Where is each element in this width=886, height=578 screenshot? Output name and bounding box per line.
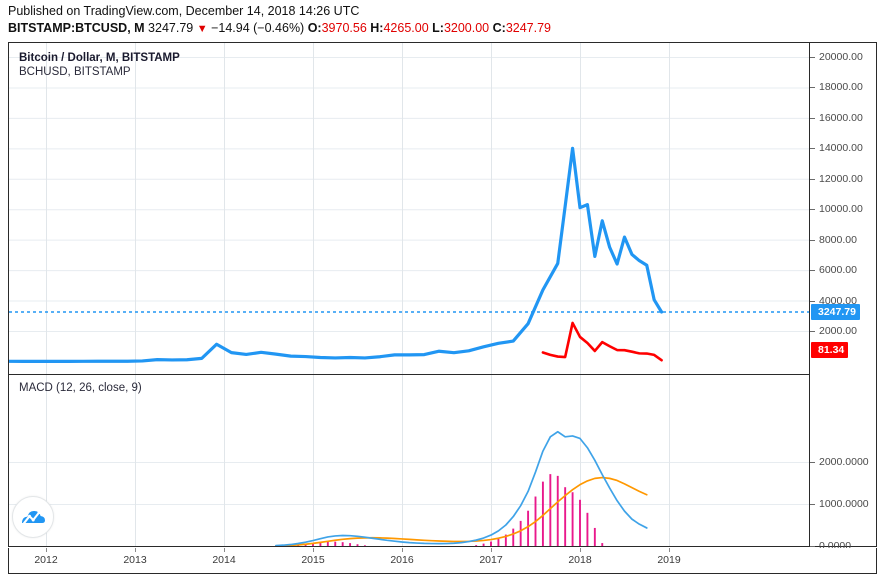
change-value: −14.94 (−0.46%) — [211, 21, 305, 35]
price-tick-10000.00-mark — [810, 209, 815, 211]
last-price: 3247.79 — [148, 21, 194, 35]
time-tick-2017 — [491, 548, 492, 552]
price-tick-20000.00: 20000.00 — [819, 51, 863, 63]
price-scale[interactable]: 2000.00 4000.00 6000.00 8000.00 10000.00 1200… — [810, 43, 876, 552]
low-label: L: — [432, 21, 444, 35]
price-tick-6000.00-mark — [810, 270, 815, 272]
pane-separator — [9, 374, 876, 375]
close-value: 3247.79 — [505, 21, 552, 35]
macd-pane[interactable]: MACD (12, 26, close, 9) — [9, 375, 809, 546]
price-tick-18000.00: 18000.00 — [819, 81, 863, 94]
price-plot — [9, 43, 809, 374]
price-tick-2000.00-mark — [810, 331, 815, 332]
macd-tick-2000.0000: 2000.0000 — [819, 456, 869, 468]
macd-tick-1000.0000: 1000.0000 — [819, 498, 869, 510]
close-label: C: — [492, 21, 506, 35]
price-tick-6000.00: 6000.00 — [819, 264, 857, 277]
time-label-2015: 2015 — [301, 554, 325, 566]
price-tick-14000.00: 14000.00 — [819, 142, 863, 155]
price-tick-4000.00-mark — [810, 300, 815, 302]
price-tick-12000.00: 12000.00 — [819, 172, 863, 185]
time-axis[interactable]: 2012 2013 2014 2015 2016 2017 2018 2019 — [8, 548, 877, 574]
macd-plot — [9, 375, 809, 546]
time-tick-2016 — [402, 548, 403, 552]
price-tick-20000.00-mark — [810, 57, 815, 58]
header: Published on TradingView.com, December 1… — [8, 4, 878, 37]
macd-tick-1000.0000-mark — [810, 504, 815, 505]
price-pane[interactable]: Bitcoin / Dollar, M, BITSTAMP BCHUSD, BI… — [9, 43, 809, 374]
time-tick-2012 — [46, 548, 47, 552]
logo-glyph — [22, 510, 45, 525]
time-label-2019: 2019 — [657, 554, 681, 566]
time-tick-2015 — [313, 548, 314, 552]
high-label: H: — [370, 21, 384, 35]
chart-frame[interactable]: Bitcoin / Dollar, M, BITSTAMP BCHUSD, BI… — [8, 42, 877, 552]
macd-tick-2000.0000-mark — [810, 462, 815, 463]
price-tick-4000.00: 4000.00 — [819, 294, 857, 307]
compare-price-badge[interactable]: 81.34 — [811, 342, 849, 359]
high-value: 4265.00 — [383, 21, 429, 35]
quote-line: BITSTAMP:BTCUSD, M 3247.79 ▼ −14.94 (−0.… — [8, 20, 878, 37]
time-tick-2014 — [224, 548, 225, 552]
price-tick-10000.00: 10000.00 — [819, 203, 863, 216]
price-tick-12000.00-mark — [810, 178, 815, 180]
price-tick-14000.00-mark — [810, 148, 815, 150]
price-tick-16000.00: 16000.00 — [819, 111, 863, 124]
time-tick-2018 — [580, 548, 581, 552]
down-arrow-icon: ▼ — [196, 23, 208, 35]
time-label-2018: 2018 — [568, 554, 592, 566]
scale-divider — [809, 43, 810, 546]
price-tick-16000.00-mark — [810, 117, 815, 119]
time-tick-2013 — [135, 548, 136, 552]
price-tick-2000.00: 2000.00 — [819, 325, 857, 337]
macd-tick-0.0000-mark — [810, 546, 815, 547]
time-tick-2019 — [669, 548, 670, 552]
symbol-label: BITSTAMP:BTCUSD, M — [8, 21, 145, 35]
price-tick-18000.00-mark — [810, 87, 815, 89]
price-tick-8000.00-mark — [810, 239, 815, 241]
open-value: 3970.56 — [321, 21, 367, 35]
published-line: Published on TradingView.com, December 1… — [8, 4, 360, 18]
price-tick-8000.00: 8000.00 — [819, 233, 857, 246]
time-label-2012: 2012 — [34, 554, 58, 566]
time-label-2013: 2013 — [123, 554, 147, 566]
low-value: 3200.00 — [443, 21, 490, 35]
time-label-2016: 2016 — [390, 554, 414, 566]
current-price-badge[interactable]: 3247.79 — [811, 304, 860, 320]
time-label-2014: 2014 — [212, 554, 236, 566]
time-label-2017: 2017 — [479, 554, 503, 566]
open-label: O: — [307, 21, 322, 35]
tradingview-logo — [12, 496, 54, 538]
